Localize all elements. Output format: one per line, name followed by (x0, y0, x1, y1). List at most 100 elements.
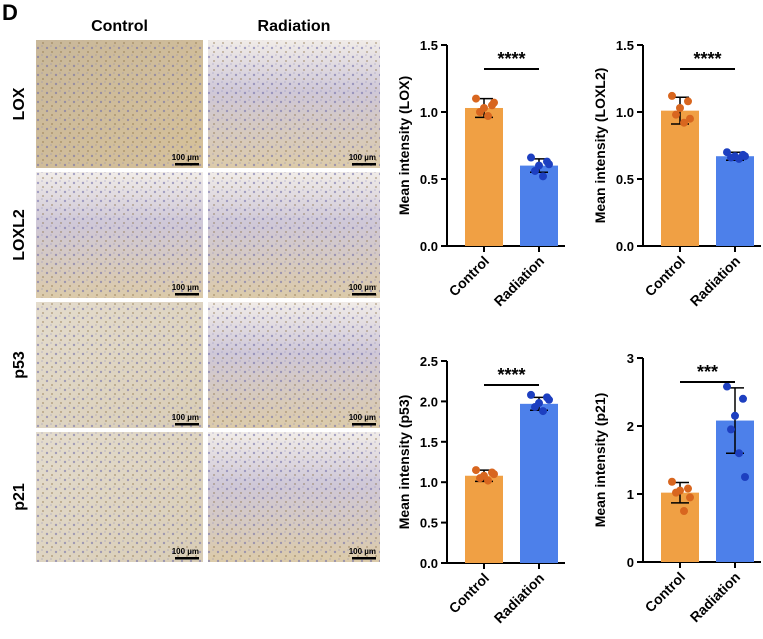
histology-texture (208, 432, 380, 562)
data-point (680, 507, 688, 515)
data-point (672, 110, 680, 119)
scale-bar-label: 100 µm (349, 547, 376, 556)
y-tick-label: 1.0 (420, 475, 438, 490)
bar (520, 403, 558, 563)
bar (716, 156, 754, 246)
y-tick-label: 0.0 (420, 556, 438, 571)
y-tick-label: 0 (627, 555, 634, 570)
y-tick-label: 0.5 (420, 172, 438, 187)
x-tick-label: Radiation (491, 570, 547, 626)
scale-bar-label: 100 µm (349, 153, 376, 162)
bar (661, 110, 699, 246)
scale-bar-label: 100 µm (172, 547, 199, 556)
significance-label: **** (497, 365, 525, 385)
data-point (668, 91, 676, 100)
data-point (527, 390, 535, 399)
scale-bar (352, 293, 376, 296)
y-tick-label: 1 (627, 487, 634, 502)
column-label: Radiation (258, 18, 331, 35)
data-point (531, 403, 539, 412)
y-tick-label: 1.5 (420, 435, 438, 450)
y-tick-label: 2 (627, 419, 634, 434)
data-point (684, 97, 692, 106)
data-point (735, 449, 743, 458)
scale-bar (352, 557, 376, 560)
bar (465, 107, 503, 246)
significance-label: *** (697, 362, 718, 382)
error-bar (671, 96, 689, 125)
row-label: LOX (11, 87, 28, 120)
data-point (739, 394, 747, 403)
error-bar (726, 387, 744, 454)
data-point (476, 108, 484, 116)
data-point (741, 152, 749, 161)
scale-bar (175, 557, 199, 560)
data-point (676, 103, 684, 112)
y-tick-label: 2.5 (420, 354, 438, 369)
data-point (484, 112, 492, 121)
y-tick-label: 0.5 (616, 172, 634, 187)
y-axis-title: Mean intensity (LOXL2) (592, 68, 608, 224)
histology-texture (36, 302, 203, 428)
error-bar (475, 97, 493, 119)
y-axis-title: Mean intensity (p53) (396, 395, 412, 530)
data-point (490, 470, 498, 479)
y-tick-label: 2.0 (420, 394, 438, 409)
y-tick-label: 0.5 (420, 516, 438, 531)
scale-bar-label: 100 µm (349, 283, 376, 292)
scale-bar-label: 100 µm (172, 413, 199, 422)
data-point (680, 118, 688, 127)
histology-texture (208, 40, 380, 168)
scale-bar-label: 100 µm (172, 283, 199, 292)
y-axis-title: Mean intensity (p21) (592, 393, 608, 528)
scale-bar-label: 100 µm (172, 153, 199, 162)
data-point (731, 411, 739, 420)
x-tick-label: Control (642, 569, 689, 616)
data-point (672, 488, 680, 497)
data-point (539, 172, 547, 181)
scale-bar (175, 163, 199, 166)
significance-label: **** (693, 49, 721, 69)
scale-bar (352, 423, 376, 426)
histology-texture (36, 40, 203, 168)
row-label: LOXL2 (11, 209, 28, 261)
bar (661, 492, 699, 562)
scale-bar (175, 423, 199, 426)
y-axis-title: Mean intensity (LOX) (396, 76, 412, 215)
histology-texture (36, 172, 203, 298)
data-point (545, 395, 553, 404)
x-tick-label: Radiation (687, 569, 743, 625)
histology-texture (36, 432, 203, 562)
x-tick-label: Control (446, 570, 493, 617)
y-tick-label: 1.5 (420, 38, 438, 53)
data-point (684, 484, 692, 493)
data-point (686, 114, 694, 123)
data-point (545, 160, 553, 169)
panel-label: D (2, 0, 18, 25)
data-point (539, 407, 547, 416)
data-point (735, 154, 743, 163)
scale-bar (175, 293, 199, 296)
data-point (531, 166, 539, 175)
scale-bar-label: 100 µm (349, 413, 376, 422)
y-tick-label: 0.0 (420, 239, 438, 254)
bar (520, 165, 558, 246)
y-tick-label: 0.0 (616, 239, 634, 254)
y-tick-label: 1.5 (616, 38, 634, 53)
significance-label: **** (497, 49, 525, 69)
y-tick-label: 1.0 (420, 105, 438, 120)
y-tick-label: 3 (627, 351, 634, 366)
data-point (484, 476, 492, 485)
column-label: Control (91, 18, 148, 35)
data-point (490, 98, 498, 107)
bar (465, 475, 503, 563)
data-point (741, 473, 749, 481)
row-label: p53 (11, 351, 28, 379)
y-tick-label: 1.0 (616, 105, 634, 120)
x-tick-label: Control (446, 253, 493, 300)
scale-bar (352, 163, 376, 166)
data-point (476, 474, 484, 483)
data-point (668, 477, 676, 486)
